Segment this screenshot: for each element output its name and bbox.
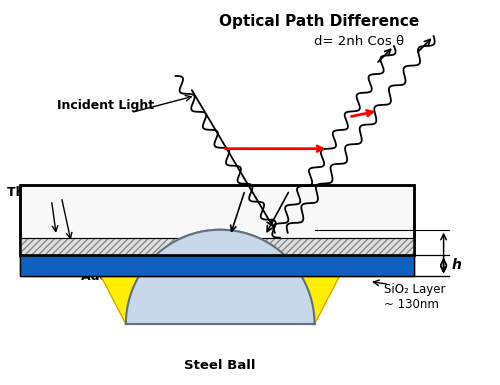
Polygon shape: [101, 230, 340, 324]
Text: h: h: [452, 258, 462, 273]
Bar: [20, 238, 414, 254]
Text: Optical Path Difference: Optical Path Difference: [220, 14, 420, 29]
Text: d= 2nh Cos θ: d= 2nh Cos θ: [314, 35, 404, 48]
Bar: [20, 254, 414, 276]
Text: Additive Film: Additive Film: [81, 270, 174, 283]
Polygon shape: [126, 230, 314, 324]
Text: Thin Cr Layer: Thin Cr Layer: [7, 186, 100, 199]
Text: Incident Light: Incident Light: [58, 99, 154, 112]
Polygon shape: [126, 230, 314, 324]
Bar: [20, 185, 414, 254]
Bar: [20, 238, 414, 254]
Text: SiO₂ Layer
~ 130nm: SiO₂ Layer ~ 130nm: [384, 283, 446, 311]
Text: Glass Disc: Glass Disc: [304, 205, 381, 218]
Bar: [20, 254, 414, 276]
Text: Steel Ball: Steel Ball: [184, 359, 256, 372]
Bar: [20, 185, 414, 254]
